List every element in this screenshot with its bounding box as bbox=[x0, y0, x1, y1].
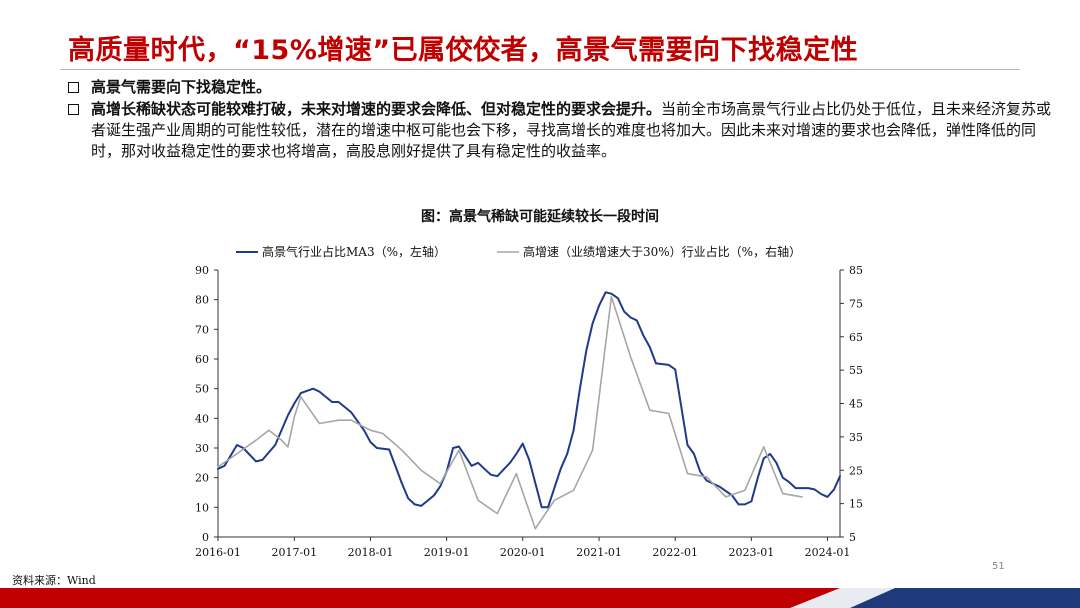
chart-legend: 高景气行业占比MA3（%，左轴） 高增速（业绩增速大于30%）行业占比（%，右轴） bbox=[236, 244, 801, 259]
figure-title: 图：高景气稀缺可能延续较长一段时间 bbox=[421, 209, 659, 225]
y-right-tick-label: 45 bbox=[849, 398, 863, 411]
bullet-text-1: 高景气需要向下找稳定性。 bbox=[91, 77, 1056, 98]
footer-blue-wedge bbox=[850, 588, 1080, 608]
source-note: 资料来源：Wind bbox=[12, 574, 96, 587]
bullet-item-1: 高景气需要向下找稳定性。 bbox=[66, 77, 1056, 98]
x-tick-label: 2023-01 bbox=[728, 546, 774, 559]
y-left-tick-label: 20 bbox=[195, 472, 209, 485]
legend-label-1: 高景气行业占比MA3（%，左轴） bbox=[262, 244, 446, 259]
y-left-tick-label: 80 bbox=[195, 294, 209, 307]
x-tick-label: 2021-01 bbox=[576, 546, 622, 559]
y-right-tick-label: 5 bbox=[849, 531, 856, 544]
y-left-tick-label: 60 bbox=[195, 353, 209, 366]
x-tick-label: 2020-01 bbox=[500, 546, 546, 559]
bullet-list: 高景气需要向下找稳定性。 高增长稀缺状态可能较难打破，未来对增速的要求会降低、但… bbox=[66, 77, 1056, 163]
chart-axes: 0 10 20 30 40 50 60 70 80 90 5 15 25 35 45 55 65 75 85 2016… bbox=[195, 264, 863, 559]
bullet-item-2: 高增长稀缺状态可能较难打破，未来对增速的要求会降低、但对稳定性的要求会提升。当前… bbox=[66, 99, 1056, 162]
x-tick-label: 2016-01 bbox=[195, 546, 241, 559]
y-right-tick-label: 65 bbox=[849, 331, 863, 344]
legend-label-2: 高增速（业绩增速大于30%）行业占比（%，右轴） bbox=[523, 244, 801, 259]
y-right-tick-label: 55 bbox=[849, 364, 863, 377]
bullet-text-2: 高增长稀缺状态可能较难打破，未来对增速的要求会降低、但对稳定性的要求会提升。当前… bbox=[91, 99, 1056, 162]
page-number: 51 bbox=[992, 561, 1005, 572]
bullet-bold-1: 高景气需要向下找稳定性。 bbox=[91, 78, 272, 96]
x-tick-label: 2018-01 bbox=[348, 546, 394, 559]
x-tick-label: 2019-01 bbox=[424, 546, 470, 559]
series-line-2 bbox=[217, 295, 803, 530]
bullet-body-2: 当前全市场高景气行业占比仍处于低位，且未来经济复苏或者诞生强产业周期的可能性较低… bbox=[91, 100, 1052, 160]
footer-band bbox=[0, 588, 1080, 608]
y-right-tick-label: 75 bbox=[849, 297, 863, 310]
x-tick-label: 2017-01 bbox=[271, 546, 317, 559]
series-line-1 bbox=[217, 291, 841, 509]
y-left-tick-label: 0 bbox=[202, 531, 209, 544]
x-tick-label: 2024-01 bbox=[805, 546, 851, 559]
y-left-tick-label: 70 bbox=[195, 323, 209, 336]
y-left-tick-label: 90 bbox=[195, 264, 209, 277]
chart-series bbox=[217, 291, 841, 530]
y-right-tick-label: 35 bbox=[849, 431, 863, 444]
y-left-tick-label: 30 bbox=[195, 442, 209, 455]
square-bullet-icon bbox=[68, 104, 79, 115]
y-left-tick-label: 40 bbox=[195, 412, 209, 425]
y-right-tick-label: 85 bbox=[849, 264, 863, 277]
y-right-tick-label: 15 bbox=[849, 498, 863, 511]
y-left-tick-label: 10 bbox=[195, 501, 209, 514]
bullet-bold-2: 高增长稀缺状态可能较难打破，未来对增速的要求会降低、但对稳定性的要求会提升。 bbox=[91, 100, 662, 118]
y-left-tick-label: 50 bbox=[195, 383, 209, 396]
page-title: 高质量时代，“15%增速”已属佼佼者，高景气需要向下找稳定性 bbox=[68, 35, 859, 66]
square-bullet-icon bbox=[68, 82, 79, 93]
y-right-tick-label: 25 bbox=[849, 464, 863, 477]
x-tick-label: 2022-01 bbox=[652, 546, 698, 559]
title-divider bbox=[60, 69, 1020, 70]
